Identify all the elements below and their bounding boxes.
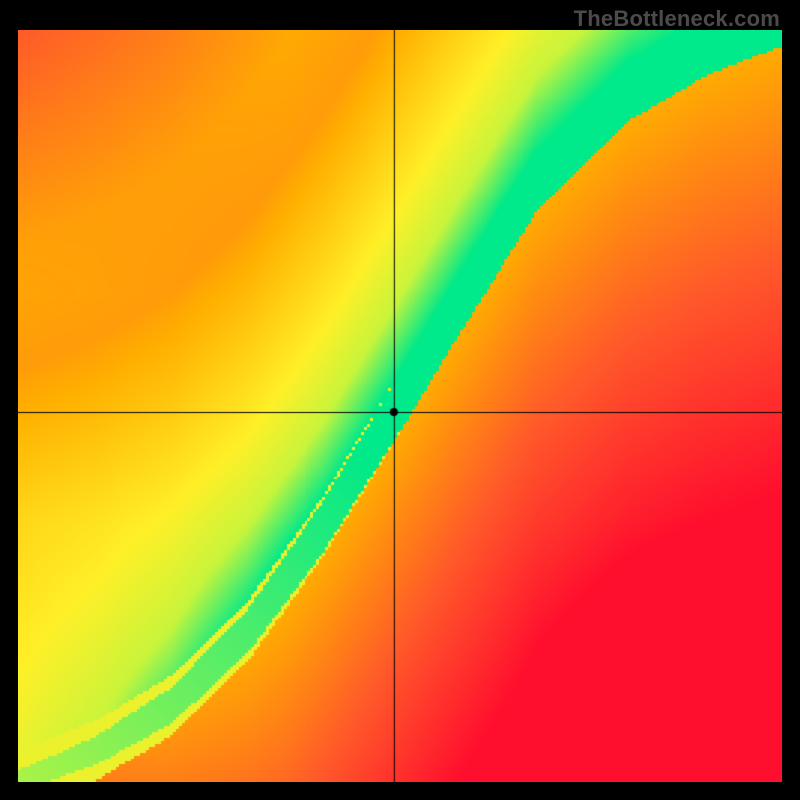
heatmap-canvas [18, 30, 782, 782]
heatmap-plot [18, 30, 782, 782]
chart-frame: TheBottleneck.com [0, 0, 800, 800]
watermark-text: TheBottleneck.com [574, 6, 780, 32]
